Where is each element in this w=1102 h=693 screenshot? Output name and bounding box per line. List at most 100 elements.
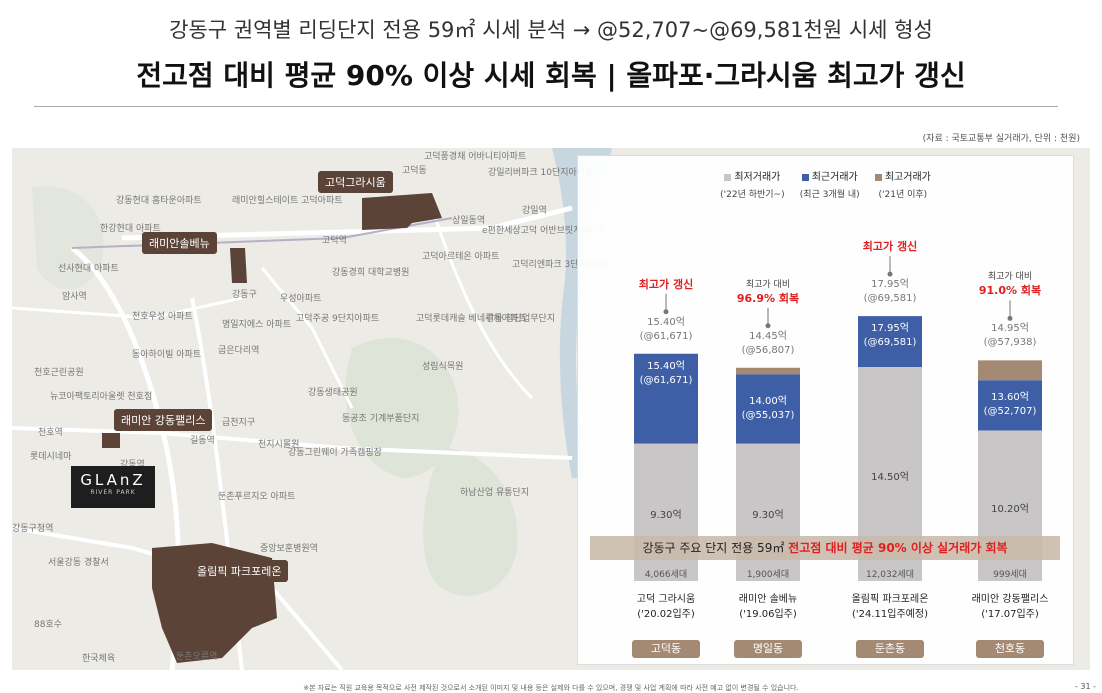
households-value: 12,032세대	[865, 570, 915, 580]
legend-swatch-lowest	[724, 173, 732, 181]
price-chart-panel: 최저거래가 ('22년 하반기~) 최근거래가 (최근 3개월 내) 최고거래가…	[577, 155, 1074, 665]
map-label: 명일지에스 아파트	[222, 320, 292, 330]
map-label: 88호수	[34, 620, 63, 630]
lowest-price: 10.20억	[991, 503, 1029, 515]
highest-per: (@56,807)	[741, 344, 795, 356]
road	[121, 205, 573, 241]
complex-name: 올림픽 파크포레온 ('24.11입주예정)	[830, 592, 950, 622]
map-label: 강동경희 대학교병원	[332, 268, 410, 278]
lowest-label: 14.50억	[835, 468, 945, 483]
callout-main: 91.0% 회복	[978, 284, 1042, 298]
dong-tag: 둔촌동	[856, 640, 924, 658]
map-label: 롯데시네마	[30, 452, 72, 462]
map-label: 강동구청역	[12, 524, 54, 534]
map-label: 천호역	[38, 428, 63, 438]
bar-highest	[736, 367, 800, 375]
map-label: 천호근린공원	[34, 368, 84, 378]
chart-legend: 최저거래가 ('22년 하반기~) 최근거래가 (최근 3개월 내) 최고거래가…	[578, 168, 1073, 200]
map-label: 하남산업 유통단지	[460, 488, 530, 498]
complex-name: 고덕 그라시움 ('20.02입주)	[606, 592, 726, 622]
map-label: 강동 첨단업무단지	[486, 314, 556, 324]
highest-price: 15.40억	[647, 316, 685, 328]
dong-tag: 고덕동	[632, 640, 700, 658]
map-label: 강일역	[522, 206, 547, 216]
map-label: 천지시몰원	[258, 440, 300, 450]
complex-name: 래미안 솔베뉴 ('19.06입주)	[708, 592, 828, 622]
recent-price: 14.00억	[749, 396, 787, 408]
highest-label: 14.95억 (@57,938)	[955, 322, 1065, 350]
map-label: 상일동역	[452, 216, 486, 226]
map-label: 강동생태공원	[308, 388, 358, 398]
callout-top: 최고가 대비	[745, 279, 791, 290]
dong-tag: 천호동	[976, 640, 1044, 658]
map-label: 성림식목원	[422, 362, 464, 372]
map-label: 동아하이빌 아파트	[132, 350, 202, 360]
page-number: - 31 -	[1074, 682, 1096, 691]
road	[260, 267, 354, 409]
map-label: 한국체육	[82, 654, 116, 664]
tag-palace: 래미안 강동팰리스	[114, 409, 213, 431]
block-gradium	[362, 193, 442, 230]
block-palace	[102, 433, 120, 448]
map-label: 암사역	[62, 292, 87, 302]
complex-move-in: ('24.11입주예정)	[852, 609, 928, 620]
legend-item-highest: 최고거래가 ('21년 이후)	[874, 168, 931, 200]
legend-label: 최근거래가	[811, 172, 858, 183]
map-label: 강동그린웨이 가족캠핑장	[288, 448, 382, 458]
households-value: 1,900세대	[746, 570, 790, 580]
households-label: 999세대	[955, 567, 1065, 580]
map-label: 한강현대 아파트	[100, 224, 161, 234]
legend-item-recent: 최근거래가 (최근 3개월 내)	[800, 168, 860, 200]
recent-per: (@55,037)	[741, 410, 795, 422]
highest-price: 17.95억	[871, 279, 909, 291]
highest-per: (@57,938)	[983, 337, 1037, 349]
recent-label: 13.60억 (@52,707)	[955, 391, 1065, 419]
recent-label: 17.95억 (@69,581)	[835, 322, 945, 350]
banner-highlight: 전고점 대비 평균 90% 이상 실거래가 회복	[788, 541, 1008, 555]
lowest-label: 9.30억	[713, 506, 823, 521]
callout-main: 최고가 갱신	[638, 277, 694, 291]
complex-name-text: 고덕 그라시움	[636, 594, 696, 605]
legend-period: ('22년 하반기~)	[720, 190, 785, 200]
highest-per: (@61,671)	[639, 330, 693, 342]
highest-price: 14.95억	[991, 323, 1029, 335]
legend-label: 최고거래가	[884, 172, 931, 183]
map-label: 급천지구	[222, 418, 256, 428]
complex-move-in: ('20.02입주)	[637, 609, 695, 620]
bar-recent	[858, 316, 922, 368]
callout: 최고가 대비 91.0% 회복	[955, 270, 1065, 298]
lowest-price: 9.30억	[650, 510, 682, 522]
highest-label: 17.95억 (@69,581)	[835, 278, 945, 306]
map-label: 중앙보훈병원역	[260, 544, 318, 554]
recent-price: 17.95억	[871, 323, 909, 335]
tag-solvenue: 래미안솔베뉴	[142, 232, 217, 254]
map-label: e편한세상고덕 어반브릿지아파트	[482, 226, 607, 236]
map-label: 선사현대 아파트	[58, 264, 119, 274]
map-label: 고덕풍경채 어바니티아파트	[424, 152, 527, 162]
map-label: 강동구	[232, 290, 257, 300]
complex-move-in: ('19.06입주)	[739, 609, 797, 620]
lowest-label: 10.20억	[955, 500, 1065, 515]
callout: 최고가 대비 96.9% 회복	[713, 278, 823, 306]
callout-main: 최고가 갱신	[862, 240, 918, 254]
recent-label: 14.00억 (@55,037)	[713, 395, 823, 423]
road	[12, 426, 573, 460]
highest-label: 15.40억 (@61,671)	[611, 316, 721, 344]
source-note: (자료 : 국토교통부 실거래가, 단위 : 천원)	[922, 134, 1080, 144]
callout-top: 최고가 대비	[987, 272, 1033, 283]
page-subtitle: 강동구 권역별 리딩단지 전용 59㎡ 시세 분석 → @52,707~@69,…	[169, 18, 933, 42]
complex-name-text: 올림픽 파크포레온	[851, 594, 929, 605]
green-area	[345, 338, 459, 478]
callout-main: 96.9% 회복	[736, 291, 800, 305]
bar-highest	[978, 360, 1042, 381]
map-label: 강일리버파크 10단지아파트	[488, 168, 594, 178]
map-label: 서울강동 경찰서	[48, 558, 109, 568]
legend-swatch-recent	[801, 173, 809, 181]
callout-dot	[663, 309, 669, 315]
summary-banner: 강동구 주요 단지 전용 59㎡ 전고점 대비 평균 90% 이상 실거래가 회…	[590, 536, 1060, 560]
callout-dot	[765, 323, 771, 329]
recent-price: 13.60억	[991, 392, 1029, 404]
river	[552, 148, 612, 478]
households-label: 4,066세대	[611, 567, 721, 580]
tag-parkforeon: 올림픽 파크포레온	[190, 560, 289, 582]
